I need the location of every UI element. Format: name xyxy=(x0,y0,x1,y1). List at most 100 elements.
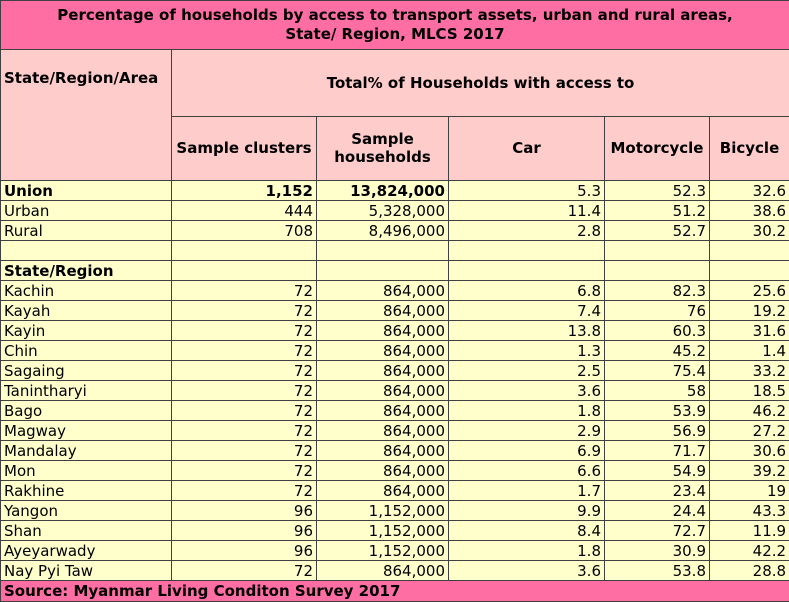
clusters-cell: 96 xyxy=(172,501,317,521)
clusters-cell: 72 xyxy=(172,461,317,481)
households-cell: 864,000 xyxy=(317,361,449,381)
blank-cell xyxy=(710,241,789,261)
bicycle-cell: 25.6 xyxy=(710,281,789,301)
blank-cell xyxy=(710,261,789,281)
clusters-cell: 72 xyxy=(172,481,317,501)
motorcycle-cell: 82.3 xyxy=(605,281,710,301)
households-cell: 864,000 xyxy=(317,441,449,461)
area-cell: Nay Pyi Taw xyxy=(1,561,172,581)
area-column-header: State/Region/Area xyxy=(1,50,172,181)
area-cell: Magway xyxy=(1,421,172,441)
area-cell: Shan xyxy=(1,521,172,541)
sample-clusters-header: Sample clusters xyxy=(172,116,317,180)
motorcycle-cell: 30.9 xyxy=(605,541,710,561)
bicycle-cell: 11.9 xyxy=(710,521,789,541)
car-cell: 3.6 xyxy=(449,561,605,581)
motorcycle-cell: 75.4 xyxy=(605,361,710,381)
households-cell: 864,000 xyxy=(317,461,449,481)
bicycle-cell: 43.3 xyxy=(710,501,789,521)
car-cell: 1.8 xyxy=(449,401,605,421)
area-cell: Kayin xyxy=(1,321,172,341)
households-cell: 8,496,000 xyxy=(317,221,449,241)
car-cell: 2.8 xyxy=(449,221,605,241)
bicycle-cell: 27.2 xyxy=(710,421,789,441)
car-cell: 11.4 xyxy=(449,201,605,221)
section-row: State/Region xyxy=(1,261,789,281)
blank-cell xyxy=(605,241,710,261)
header-row-1: State/Region/Area Total% of Households w… xyxy=(1,50,789,117)
bicycle-header: Bicycle xyxy=(710,116,789,180)
bicycle-cell: 42.2 xyxy=(710,541,789,561)
households-cell: 864,000 xyxy=(317,421,449,441)
source-row: Source: Myanmar Living Conditon Survey 2… xyxy=(1,581,789,602)
area-cell: Yangon xyxy=(1,501,172,521)
area-cell: Urban xyxy=(1,201,172,221)
motorcycle-cell: 23.4 xyxy=(605,481,710,501)
bicycle-cell: 28.8 xyxy=(710,561,789,581)
clusters-cell: 96 xyxy=(172,521,317,541)
car-cell: 3.6 xyxy=(449,381,605,401)
motorcycle-cell: 58 xyxy=(605,381,710,401)
bicycle-cell: 33.2 xyxy=(710,361,789,381)
clusters-cell: 72 xyxy=(172,401,317,421)
motorcycle-cell: 71.7 xyxy=(605,441,710,461)
bicycle-cell: 30.2 xyxy=(710,221,789,241)
motorcycle-cell: 72.7 xyxy=(605,521,710,541)
blank-cell xyxy=(449,241,605,261)
bicycle-cell: 31.6 xyxy=(710,321,789,341)
car-cell: 13.8 xyxy=(449,321,605,341)
clusters-cell: 72 xyxy=(172,441,317,461)
area-cell: Rural xyxy=(1,221,172,241)
clusters-cell: 72 xyxy=(172,421,317,441)
area-cell: Chin xyxy=(1,341,172,361)
blank-cell xyxy=(317,241,449,261)
area-cell: Kachin xyxy=(1,281,172,301)
households-cell: 864,000 xyxy=(317,301,449,321)
households-cell: 864,000 xyxy=(317,561,449,581)
car-cell: 2.5 xyxy=(449,361,605,381)
sample-households-header: Sample households xyxy=(317,116,449,180)
area-cell: Bago xyxy=(1,401,172,421)
car-cell: 5.3 xyxy=(449,181,605,201)
bicycle-cell: 19.2 xyxy=(710,301,789,321)
car-cell: 6.8 xyxy=(449,281,605,301)
motorcycle-cell: 60.3 xyxy=(605,321,710,341)
bicycle-cell: 46.2 xyxy=(710,401,789,421)
title-row: Percentage of households by access to tr… xyxy=(1,1,789,50)
clusters-cell: 72 xyxy=(172,381,317,401)
car-cell: 6.6 xyxy=(449,461,605,481)
area-cell: Kayah xyxy=(1,301,172,321)
area-cell: Mon xyxy=(1,461,172,481)
motorcycle-cell: 76 xyxy=(605,301,710,321)
clusters-cell: 444 xyxy=(172,201,317,221)
bicycle-cell: 39.2 xyxy=(710,461,789,481)
households-cell: 864,000 xyxy=(317,281,449,301)
households-cell: 864,000 xyxy=(317,401,449,421)
clusters-cell: 72 xyxy=(172,321,317,341)
table-row-union: Union 1,152 13,824,000 5.3 52.3 32.6 xyxy=(1,181,789,201)
area-cell: Sagaing xyxy=(1,361,172,381)
households-cell: 864,000 xyxy=(317,321,449,341)
motorcycle-cell: 51.2 xyxy=(605,201,710,221)
car-cell: 9.9 xyxy=(449,501,605,521)
clusters-cell: 72 xyxy=(172,361,317,381)
households-cell: 5,328,000 xyxy=(317,201,449,221)
bicycle-cell: 1.4 xyxy=(710,341,789,361)
motorcycle-cell: 45.2 xyxy=(605,341,710,361)
blank-row xyxy=(1,241,789,261)
households-cell: 13,824,000 xyxy=(317,181,449,201)
table-row-urban: Urban 444 5,328,000 11.4 51.2 38.6 xyxy=(1,201,789,221)
blank-cell xyxy=(172,241,317,261)
